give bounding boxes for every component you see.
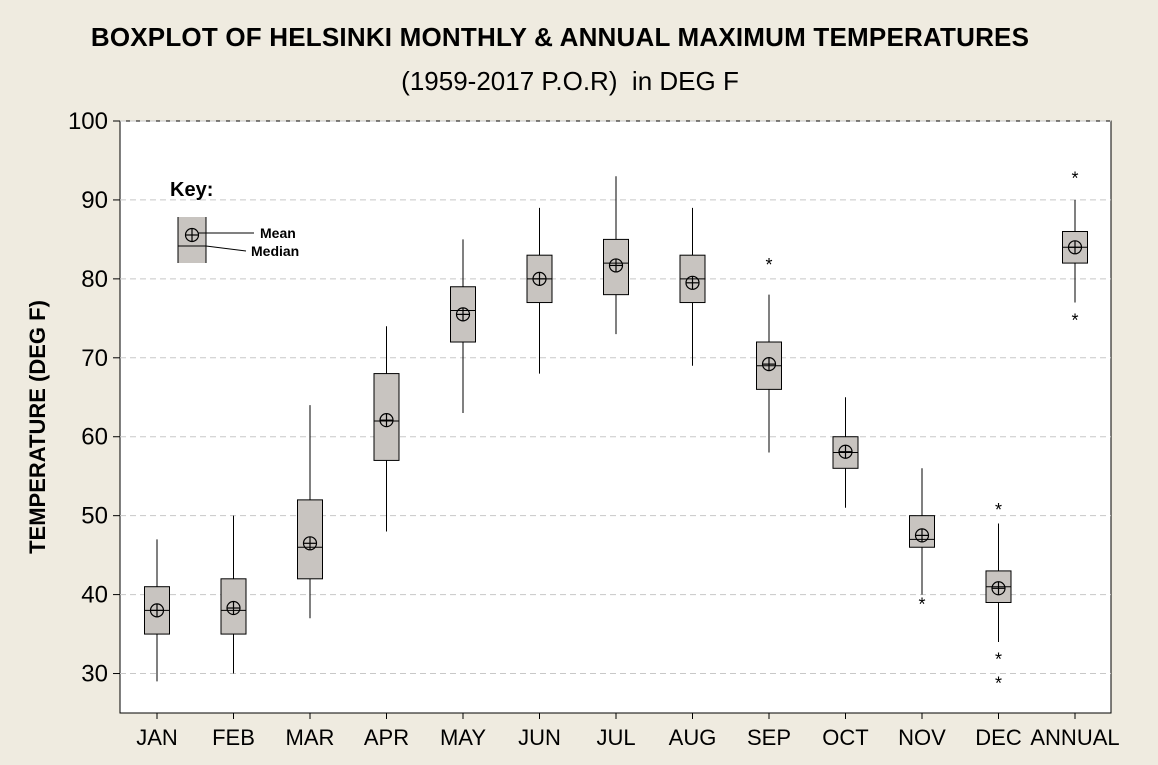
iqr-box [220, 578, 247, 635]
y-tick-label: 40 [81, 582, 108, 609]
x-tick-label: SEP [747, 725, 791, 750]
axis-layer: 30 40 50 60 70 80 90 100 TEMPERATURE (DEG F) JAN F… [25, 108, 1120, 750]
x-tick-label: JUL [596, 725, 635, 750]
x-tick-label: FEB [212, 725, 255, 750]
x-tick-label: OCT [822, 725, 868, 750]
iqr-box [373, 373, 400, 461]
x-tick-label: NOV [898, 725, 946, 750]
box-sep: * [756, 255, 782, 453]
x-tick-label: DEC [975, 725, 1022, 750]
chart-title: BOXPLOT OF HELSINKI MONTHLY & ANNUAL MAX… [90, 22, 1030, 52]
y-tick-label: 30 [81, 661, 108, 688]
outlier-marker: * [995, 500, 1002, 520]
key-title: Key: [170, 179, 213, 201]
x-tick-label: JAN [136, 725, 178, 750]
y-axis-label: TEMPERATURE (DEG F) [25, 300, 50, 554]
y-tick-label: 90 [81, 187, 108, 214]
box-mar [297, 405, 323, 619]
y-tick-label: 60 [81, 424, 108, 451]
x-tick-label: JUN [518, 725, 561, 750]
x-tick-label: APR [364, 725, 409, 750]
chart-subtitle: (1959-2017 P.O.R) in DEG F [401, 66, 739, 96]
x-tick-label: ANNUAL [1030, 725, 1119, 750]
box-jan [144, 539, 170, 682]
y-tick-label: 70 [81, 345, 108, 372]
key-median-label: Median [251, 243, 299, 259]
x-tick-label: MAY [440, 725, 486, 750]
y-tick-label: 80 [81, 266, 108, 293]
key-median-pointer [205, 245, 247, 252]
outlier-marker: * [1071, 168, 1078, 188]
box-apr [373, 326, 400, 532]
outlier-marker: * [918, 594, 925, 614]
y-tick-label: 50 [81, 503, 108, 530]
box-oct [832, 397, 859, 508]
outlier-marker: * [995, 650, 1002, 670]
key-mean-label: Mean [260, 225, 296, 241]
box-may [450, 239, 476, 414]
x-tick-label: AUG [669, 725, 717, 750]
x-tick-label: MAR [286, 725, 335, 750]
outlier-marker: * [1071, 310, 1078, 330]
key-legend: Key: Mean Median [170, 179, 299, 263]
outlier-marker: * [765, 255, 772, 275]
box-jul [603, 176, 629, 335]
box-jun [526, 207, 553, 374]
box-feb [220, 515, 247, 674]
box-layer: ******* [144, 168, 1088, 693]
y-tick-label: 100 [68, 108, 108, 135]
box-aug [679, 207, 706, 366]
box-nov: * [909, 468, 935, 614]
outlier-marker: * [995, 673, 1002, 693]
box-annual: ** [1062, 168, 1088, 330]
box-dec: * * * [985, 500, 1012, 693]
